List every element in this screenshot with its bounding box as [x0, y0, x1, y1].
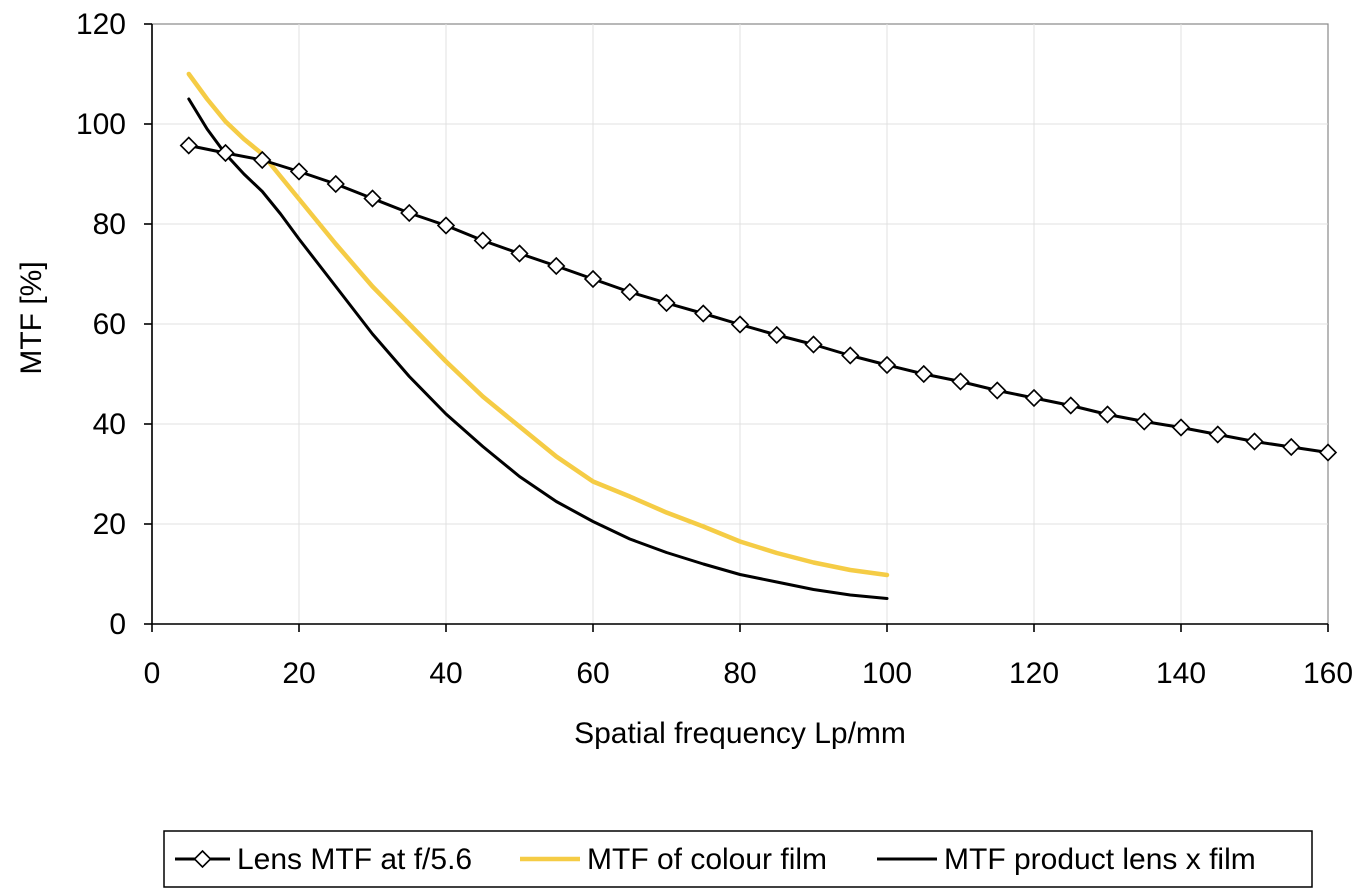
series-layer [179, 71, 1338, 600]
data-point [1135, 412, 1154, 431]
y-tick-label: 20 [93, 508, 126, 541]
data-point [363, 189, 382, 208]
data-point [436, 216, 456, 235]
data-point [1208, 425, 1227, 444]
y-tick-label: 80 [93, 208, 126, 241]
x-tick-label: 40 [429, 657, 462, 690]
y-tick-label: 120 [76, 8, 126, 41]
data-point [914, 364, 933, 384]
x-tick-label: 80 [723, 657, 756, 690]
data-point [1171, 418, 1191, 437]
x-tick-label: 160 [1303, 657, 1353, 690]
data-point [326, 174, 345, 194]
data-point [694, 304, 713, 323]
data-point [988, 381, 1007, 400]
x-axis-title: Spatial frequency Lp/mm [574, 717, 906, 750]
y-axis-title: MTF [%] [15, 261, 48, 374]
y-tick-label: 40 [93, 408, 126, 441]
data-point [730, 315, 750, 334]
data-point [620, 282, 639, 302]
legend-marker [193, 849, 212, 869]
data-point [510, 244, 529, 263]
data-point [767, 325, 786, 345]
data-point [657, 293, 676, 313]
legend-label-0: Lens MTF at f/5.6 [237, 843, 472, 876]
data-point [216, 143, 235, 163]
data-point [179, 136, 198, 155]
axes-layer: 0 20 40 60 80 100 120 0 20 40 60 80 100 120 140 160 [76, 8, 1353, 690]
data-point [473, 231, 492, 250]
data-point [951, 372, 970, 391]
data-point [253, 150, 272, 170]
data-point [289, 162, 309, 181]
x-tick-label: 60 [576, 657, 609, 690]
data-point [1098, 405, 1117, 424]
data-point [804, 335, 823, 354]
x-tick-label: 100 [862, 657, 912, 690]
y-tick-label: 100 [76, 108, 126, 141]
data-point [1282, 437, 1301, 457]
data-point [547, 256, 566, 276]
data-point [1061, 396, 1080, 415]
data-point [400, 203, 419, 223]
data-point [877, 355, 897, 375]
series-line-1 [186, 71, 890, 578]
x-tick-label: 20 [282, 657, 315, 690]
legend: Lens MTF at f/5.6 MTF of colour film MTF p… [163, 830, 1313, 888]
data-point [841, 346, 860, 365]
x-tick-label: 0 [144, 657, 161, 690]
series-line-2 [187, 97, 889, 600]
data-point [583, 269, 603, 289]
data-point [1245, 432, 1264, 451]
y-tick-label: 0 [109, 608, 126, 641]
x-tick-label: 140 [1156, 657, 1206, 690]
x-tick-label: 120 [1009, 657, 1059, 690]
data-point [1318, 443, 1338, 462]
y-tick-label: 60 [93, 308, 126, 341]
legend-label-1: MTF of colour film [587, 843, 827, 876]
legend-label-2: MTF product lens x film [944, 843, 1256, 876]
data-point [1024, 388, 1044, 408]
legend-box [163, 830, 1313, 888]
